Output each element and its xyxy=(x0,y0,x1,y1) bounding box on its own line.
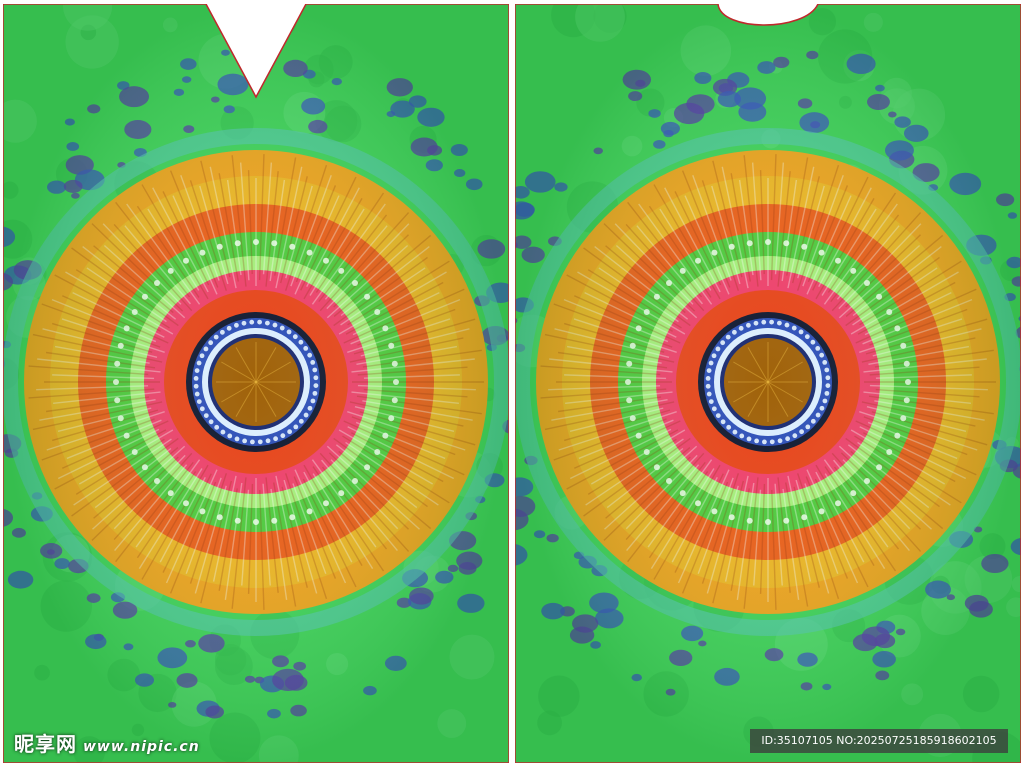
tie-dye-pattern xyxy=(3,4,509,763)
tie-dye-pattern xyxy=(515,4,1021,763)
watermark-logo: 昵享网 www.nipic.cn xyxy=(14,728,200,757)
watermark-url: www.nipic.cn xyxy=(83,739,200,755)
watermark-logo-text: 昵享网 xyxy=(14,732,77,756)
garment-back-panel xyxy=(515,4,1021,763)
garment-front-panel xyxy=(3,4,509,763)
watermark-id: ID:35107105 NO:20250725185918602105 xyxy=(750,729,1008,753)
